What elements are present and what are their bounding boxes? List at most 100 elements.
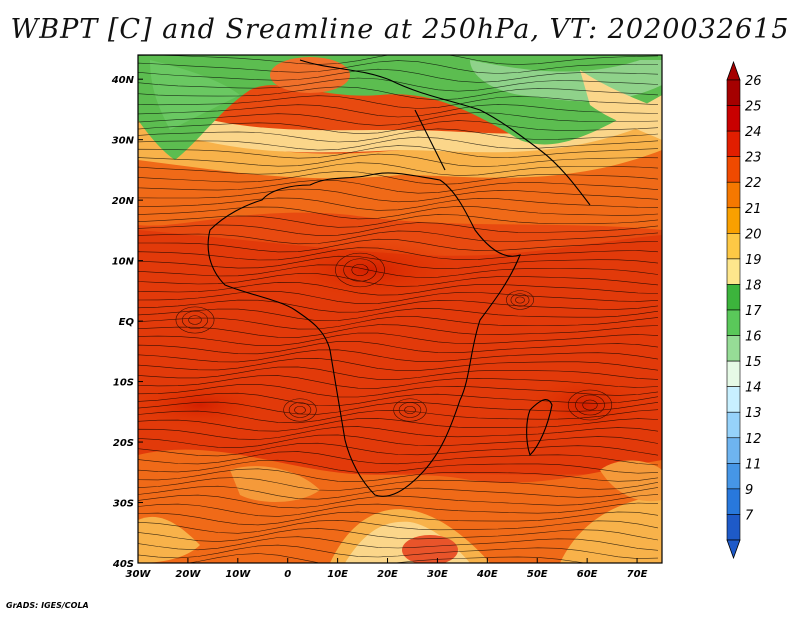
colorbar-label: 14 bbox=[745, 381, 762, 396]
streamline bbox=[138, 324, 659, 338]
streamline bbox=[138, 60, 658, 74]
lon-label: 10W bbox=[225, 569, 251, 580]
colorbar-swatch bbox=[726, 130, 741, 157]
streamline bbox=[138, 544, 659, 559]
lat-label: 20S bbox=[113, 438, 134, 449]
streamline bbox=[138, 171, 659, 185]
colorbar: 26 25 24 23 22 21 20 19 18 17 16 15 14 13 12 11 9 7 bbox=[726, 60, 762, 560]
streamline bbox=[138, 222, 659, 236]
colorbar-swatch bbox=[726, 156, 741, 183]
streamline bbox=[138, 273, 659, 287]
streamline bbox=[138, 477, 659, 491]
streamline bbox=[138, 112, 659, 126]
colorbar-swatch bbox=[726, 360, 741, 387]
vortex-streamline bbox=[567, 389, 613, 421]
lon-label: 20E bbox=[377, 569, 398, 580]
streamline bbox=[138, 95, 659, 109]
vortex-streamline bbox=[288, 402, 312, 418]
streamline bbox=[138, 426, 659, 440]
vortex-streamline bbox=[398, 402, 422, 418]
colorbar-swatch bbox=[726, 411, 741, 439]
lat-label: 30S bbox=[113, 499, 134, 510]
streamline bbox=[138, 255, 659, 270]
vortex-streamline bbox=[175, 306, 215, 334]
lat-label: 30N bbox=[112, 136, 135, 147]
colorbar-label: 7 bbox=[745, 508, 754, 523]
streamline bbox=[138, 553, 587, 563]
streamline bbox=[138, 409, 659, 424]
vortex-streamline bbox=[188, 315, 202, 325]
streamline bbox=[138, 264, 659, 278]
colorbar-swatch bbox=[726, 488, 741, 515]
streamline bbox=[138, 383, 659, 398]
colorbar-swatch bbox=[726, 386, 741, 413]
streamline bbox=[138, 77, 659, 92]
colorbar-label: 16 bbox=[745, 330, 762, 345]
wbpt-field bbox=[138, 55, 662, 563]
streamline bbox=[138, 451, 659, 466]
streamline bbox=[138, 247, 659, 261]
colorbar-arrow-top bbox=[726, 60, 741, 81]
streamline bbox=[138, 205, 659, 220]
streamline bbox=[138, 434, 659, 449]
streamline bbox=[138, 468, 659, 483]
lon-label: 70E bbox=[627, 569, 648, 580]
streamline bbox=[138, 153, 659, 168]
streamline bbox=[138, 120, 659, 135]
lat-label: 10N bbox=[112, 257, 135, 268]
vortex-streamline bbox=[582, 399, 598, 411]
coastline bbox=[207, 59, 591, 497]
streamline bbox=[138, 341, 659, 355]
vortex-streamline bbox=[343, 258, 377, 282]
colorbar-arrow-bottom bbox=[726, 539, 741, 560]
colorbar-label: 20 bbox=[745, 227, 762, 242]
streamline bbox=[138, 366, 659, 380]
colorbar-label: 12 bbox=[745, 432, 762, 447]
colorbar-label: 24 bbox=[745, 125, 762, 140]
streamline bbox=[138, 179, 659, 194]
streamline bbox=[138, 442, 659, 457]
streamline bbox=[138, 197, 659, 211]
streamline bbox=[138, 511, 659, 526]
streamline bbox=[138, 299, 659, 313]
colorbar-swatch bbox=[726, 437, 741, 464]
colorbar-label: 11 bbox=[745, 457, 762, 472]
streamline bbox=[138, 502, 659, 517]
lon-label: 0 bbox=[284, 569, 291, 580]
lat-label: EQ bbox=[119, 317, 135, 328]
vortex-streamline bbox=[351, 264, 369, 276]
streamline bbox=[138, 145, 659, 159]
colorbar-swatch bbox=[726, 233, 741, 260]
streamline bbox=[138, 316, 659, 330]
colorbar-label: 21 bbox=[745, 202, 762, 217]
colorbar-label: 22 bbox=[745, 176, 762, 191]
streamline bbox=[138, 528, 659, 542]
streamline bbox=[138, 485, 659, 500]
streamline bbox=[138, 308, 659, 322]
lon-label: 20W bbox=[175, 569, 201, 580]
vortex-streamline bbox=[335, 252, 385, 288]
lat-label: 40S bbox=[112, 559, 134, 570]
streamline bbox=[138, 349, 659, 363]
streamline bbox=[138, 290, 659, 305]
credit-label: GrADS: IGES/COLA bbox=[6, 601, 89, 610]
lon-label: 40E bbox=[476, 569, 498, 580]
colorbar-swatch bbox=[726, 284, 741, 311]
map-frame bbox=[137, 54, 663, 564]
lon-label: 10E bbox=[327, 569, 348, 580]
streamline bbox=[138, 230, 659, 245]
streamline bbox=[138, 86, 659, 101]
streamline bbox=[138, 281, 659, 296]
map-title: WBPT [C] and Sreamline at 250hPa, VT: 20… bbox=[10, 14, 790, 45]
vortex-streamline bbox=[404, 405, 416, 415]
vortex-streamline bbox=[515, 296, 525, 304]
colorbar-label: 26 bbox=[745, 74, 762, 89]
colorbar-label: 17 bbox=[745, 304, 762, 319]
streamline bbox=[138, 188, 659, 203]
lon-label: 30W bbox=[126, 569, 152, 580]
vortex-streamline bbox=[575, 394, 605, 416]
streamline bbox=[138, 128, 659, 143]
streamline bbox=[138, 68, 659, 83]
colorbar-swatch bbox=[726, 514, 741, 541]
